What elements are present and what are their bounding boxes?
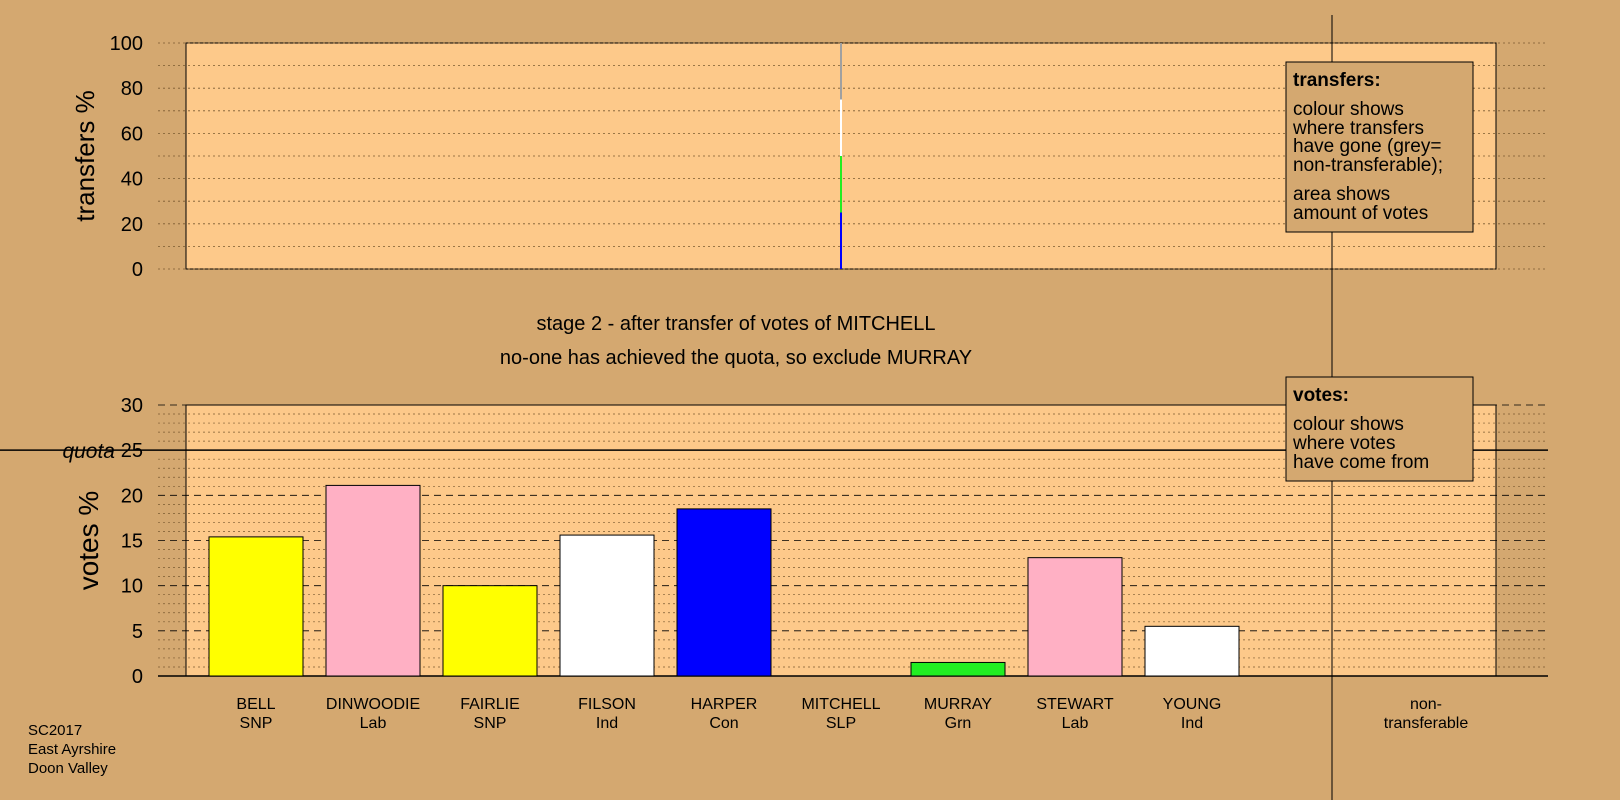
votes-tick-label: 15: [121, 531, 143, 553]
votes-tick-label: 25: [121, 440, 143, 462]
footer: SC2017 East Ayrshire Doon Valley: [28, 722, 116, 777]
votes-legend-title: votes:: [1293, 385, 1349, 406]
stage-title: stage 2 - after transfer of votes of MIT…: [536, 313, 935, 335]
vote-bar: [1027, 557, 1123, 677]
votes-chart: 0 5 10 15 20 25 30 quota votes % BELL SNP DINWOODIE…: [0, 395, 1548, 732]
votes-legend-line: where votes: [1292, 433, 1395, 454]
transfers-legend: transfers: colour shows where transfers …: [1285, 61, 1474, 233]
votes-tick-label: 30: [121, 395, 143, 417]
transfers-legend-title: transfers:: [1293, 70, 1381, 91]
transfers-legend-line: area shows: [1293, 184, 1390, 205]
transfers-tick-label: 100: [110, 33, 143, 55]
transfers-chart: 0 20 40 60 80 100 transfers %: [70, 33, 1548, 281]
transfers-legend-line: amount of votes: [1293, 203, 1428, 224]
votes-legend-box: [1285, 376, 1474, 482]
transfers-legend-line: colour shows: [1293, 99, 1404, 120]
status-message: no-one has achieved the quota, so exclud…: [500, 347, 972, 369]
vote-bar: [442, 585, 538, 677]
candidate-name-label: STEWART: [1036, 696, 1114, 713]
transfers-legend-box: [1285, 61, 1474, 233]
transfers-tick-label: 60: [121, 123, 143, 145]
vote-bar: [910, 661, 1006, 677]
candidate-name-label: BELL: [236, 696, 275, 713]
nontransferable-label: non-: [1410, 696, 1442, 713]
nontransferable-label: transferable: [1384, 715, 1469, 732]
vote-bar: [208, 536, 304, 677]
vote-bar: [559, 534, 655, 677]
candidate-name-label: FILSON: [578, 696, 636, 713]
votes-tick-label: 10: [121, 576, 143, 598]
votes-tick-label: 5: [132, 621, 143, 643]
votes-tick-label: 20: [121, 485, 143, 507]
votes-legend-line: have come from: [1293, 452, 1429, 473]
vote-bar: [325, 484, 421, 677]
votes-axis-label: votes %: [73, 491, 104, 591]
candidate-party-label: Lab: [360, 715, 387, 732]
candidate-name-label: MITCHELL: [801, 696, 880, 713]
footer-line: East Ayrshire: [28, 741, 116, 758]
votes-legend-line: colour shows: [1293, 414, 1404, 435]
candidate-name-label: DINWOODIE: [326, 696, 420, 713]
quota-label: quota: [62, 440, 115, 463]
transfers-axis-label: transfers %: [70, 90, 100, 222]
votes-tick-label: 0: [132, 666, 143, 688]
votes-legend: votes: colour shows where votes have com…: [1285, 376, 1474, 482]
candidate-party-label: Lab: [1062, 715, 1089, 732]
vote-bar: [676, 508, 772, 677]
transfers-tick-label: 80: [121, 78, 143, 100]
footer-line: SC2017: [28, 722, 82, 739]
transfers-legend-line: have gone (grey=: [1293, 136, 1441, 157]
transfer-segment: [840, 43, 842, 100]
candidate-party-label: Con: [709, 715, 738, 732]
transfers-legend-line: non-transferable);: [1293, 155, 1443, 176]
candidate-party-label: Grn: [945, 715, 972, 732]
candidate-name-label: MURRAY: [924, 696, 992, 713]
candidate-name-label: HARPER: [691, 696, 758, 713]
candidate-party-label: SLP: [826, 715, 856, 732]
transfers-tick-label: 40: [121, 169, 143, 191]
transfers-tick-label: 20: [121, 214, 143, 236]
vote-bar: [1144, 625, 1240, 677]
transfer-segment: [840, 156, 842, 213]
candidate-name-label: YOUNG: [1163, 696, 1222, 713]
transfers-tick-label: 0: [132, 259, 143, 281]
footer-line: Doon Valley: [28, 760, 108, 777]
transfer-segment: [840, 99, 842, 156]
candidate-name-label: FAIRLIE: [460, 696, 520, 713]
candidate-party-label: Ind: [596, 715, 618, 732]
candidate-party-label: SNP: [474, 715, 507, 732]
transfer-segment: [840, 212, 842, 269]
candidate-party-label: SNP: [240, 715, 273, 732]
candidate-party-label: Ind: [1181, 715, 1203, 732]
transfers-legend-line: where transfers: [1292, 118, 1424, 139]
